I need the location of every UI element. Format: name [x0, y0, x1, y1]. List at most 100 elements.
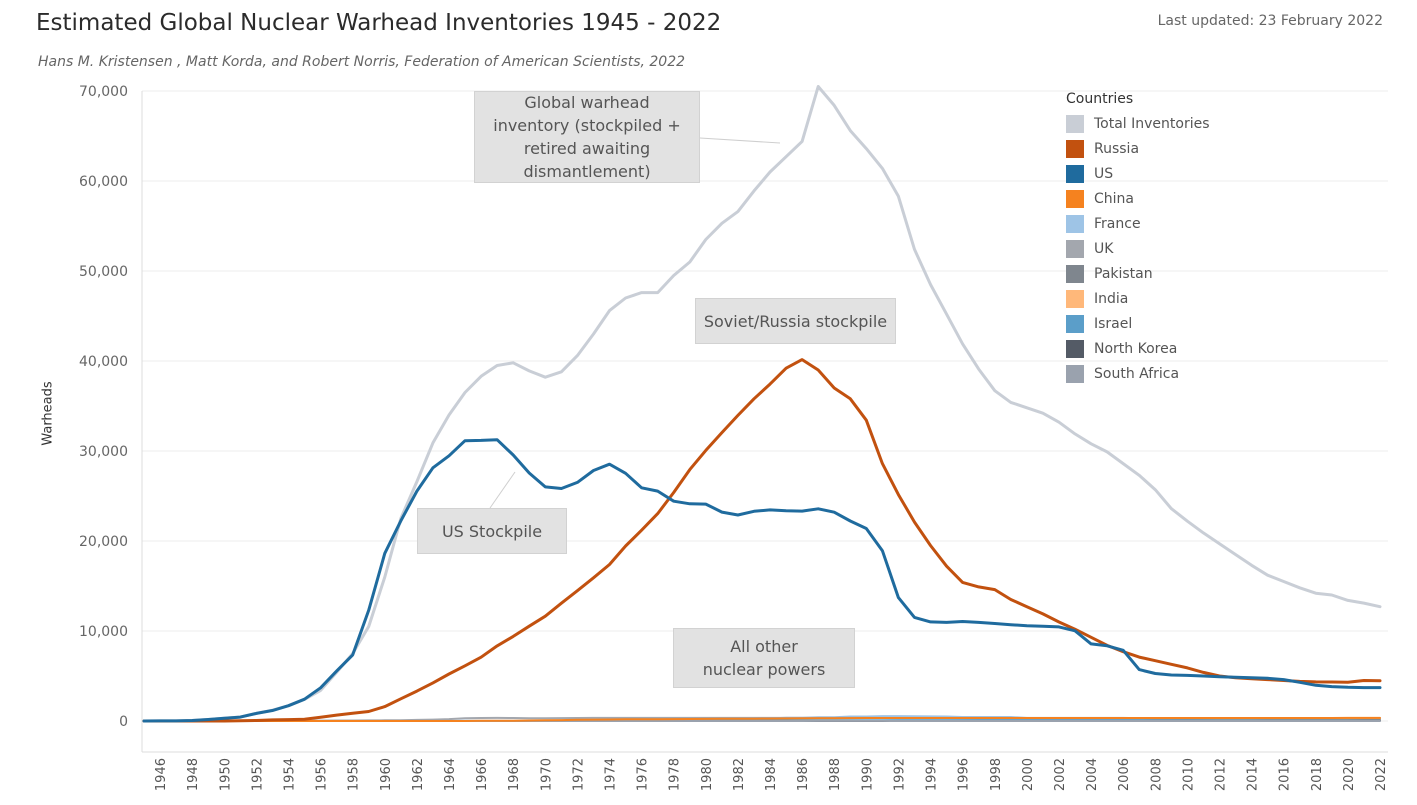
legend-label: UK [1094, 240, 1114, 257]
legend-swatch [1066, 189, 1084, 208]
legend-title: Countries [1066, 91, 1134, 107]
series-line-us [142, 438, 1382, 723]
x-tick-label: 1974 [604, 758, 619, 791]
x-tick-label: 1968 [507, 758, 522, 791]
y-tick-label: 0 [119, 714, 128, 730]
legend-item[interactable]: US [1066, 161, 1210, 186]
x-tick-label: 1978 [668, 758, 683, 791]
x-tick-label: 1964 [443, 758, 458, 791]
x-tick-label: 1972 [571, 758, 586, 791]
x-axis-ticks: 1946 1948 1950 1952 1954 1956 1958 1960 1962 1964… [154, 758, 1389, 791]
legend-label: Russia [1094, 140, 1140, 157]
legend-item[interactable]: India [1066, 286, 1210, 311]
legend-swatch [1066, 114, 1084, 133]
legend-swatch [1066, 239, 1084, 258]
y-tick-label: 30,000 [79, 444, 128, 460]
legend-item[interactable]: UK [1066, 236, 1210, 261]
y-tick-label: 40,000 [79, 354, 128, 370]
legend-swatch [1066, 264, 1084, 283]
x-tick-label: 1970 [539, 758, 554, 791]
y-axis-ticks: 0 10,000 20,000 30,000 40,000 50,000 60,000 70,… [79, 84, 128, 730]
legend-items: Total Inventories Russia US China France UK Pa… [1066, 111, 1210, 386]
legend-swatch [1066, 364, 1084, 383]
x-tick-label: 2014 [1246, 758, 1261, 791]
callout-us: US Stockpile [417, 508, 567, 554]
x-tick-label: 2006 [1117, 758, 1132, 791]
legend-label: South Africa [1094, 365, 1180, 382]
x-tick-label: 1994 [925, 758, 940, 791]
x-tick-label: 1958 [347, 758, 362, 791]
legend-label: North Korea [1094, 340, 1178, 357]
legend-swatch [1066, 289, 1084, 308]
x-tick-label: 2018 [1310, 758, 1325, 791]
legend-swatch [1066, 314, 1084, 333]
x-tick-label: 1980 [700, 758, 715, 791]
legend-item[interactable]: China [1066, 186, 1210, 211]
x-tick-label: 1952 [250, 758, 265, 791]
legend-label: China [1094, 190, 1134, 207]
x-tick-label: 1948 [186, 758, 201, 791]
x-tick-label: 2008 [1149, 758, 1164, 791]
legend-swatch [1066, 214, 1084, 233]
callout-other: All other nuclear powers [673, 628, 855, 688]
x-tick-label: 2020 [1342, 758, 1357, 791]
legend-swatch [1066, 164, 1084, 183]
x-tick-label: 1946 [154, 758, 169, 791]
legend-item[interactable]: Russia [1066, 136, 1210, 161]
series-line-russia [142, 358, 1382, 723]
x-tick-label: 2000 [1021, 758, 1036, 791]
legend-label: Israel [1094, 315, 1133, 332]
legend-label: Pakistan [1094, 265, 1153, 282]
legend-label: India [1094, 290, 1129, 307]
last-updated: Last updated: 23 February 2022 [1157, 13, 1383, 29]
y-tick-label: 10,000 [79, 624, 128, 640]
series-line-china [143, 716, 1381, 722]
us-callout-leader [489, 471, 516, 509]
series-lines [142, 85, 1382, 723]
x-tick-label: 1966 [475, 758, 490, 791]
total-callout-leader [699, 137, 781, 144]
legend-item[interactable]: Israel [1066, 311, 1210, 336]
x-tick-label: 2012 [1213, 758, 1228, 791]
legend-swatch [1066, 339, 1084, 358]
x-tick-label: 1998 [989, 758, 1004, 791]
x-tick-label: 2004 [1085, 758, 1100, 791]
legend-label: US [1094, 165, 1114, 182]
x-tick-label: 1960 [379, 758, 394, 791]
x-tick-label: 1990 [860, 758, 875, 791]
x-tick-label: 1954 [282, 758, 297, 791]
y-tick-label: 20,000 [79, 534, 128, 550]
legend-item[interactable]: South Africa [1066, 361, 1210, 386]
callout-leaders [489, 137, 781, 509]
chart-title: Estimated Global Nuclear Warhead Invento… [36, 10, 722, 36]
x-tick-label: 1962 [411, 758, 426, 791]
x-tick-label: 2002 [1053, 758, 1068, 791]
x-tick-label: 1950 [218, 758, 233, 791]
x-tick-label: 2022 [1374, 758, 1389, 791]
y-tick-label: 70,000 [79, 84, 128, 100]
x-tick-label: 1986 [796, 758, 811, 791]
legend: Countries Total Inventories Russia US China… [1066, 91, 1210, 386]
y-tick-label: 60,000 [79, 174, 128, 190]
x-tick-label: 1996 [957, 758, 972, 791]
legend-item[interactable]: Pakistan [1066, 261, 1210, 286]
x-tick-label: 1956 [315, 758, 330, 791]
x-tick-label: 1976 [636, 758, 651, 791]
gridlines [141, 90, 1388, 753]
legend-item[interactable]: France [1066, 211, 1210, 236]
callout-total: Global warhead inventory (stockpiled + r… [474, 91, 700, 183]
chart-subtitle: Hans M. Kristensen , Matt Korda, and Rob… [38, 54, 686, 70]
y-tick-label: 50,000 [79, 264, 128, 280]
legend-label: Total Inventories [1094, 115, 1210, 132]
legend-swatch [1066, 139, 1084, 158]
x-tick-label: 1988 [828, 758, 843, 791]
legend-item[interactable]: Total Inventories [1066, 111, 1210, 136]
legend-item[interactable]: North Korea [1066, 336, 1210, 361]
x-tick-label: 1982 [732, 758, 747, 791]
x-tick-label: 2016 [1278, 758, 1293, 791]
x-tick-label: 1992 [892, 758, 907, 791]
x-tick-label: 2010 [1181, 758, 1196, 791]
callout-russia: Soviet/Russia stockpile [695, 298, 896, 344]
x-tick-label: 1984 [764, 758, 779, 791]
